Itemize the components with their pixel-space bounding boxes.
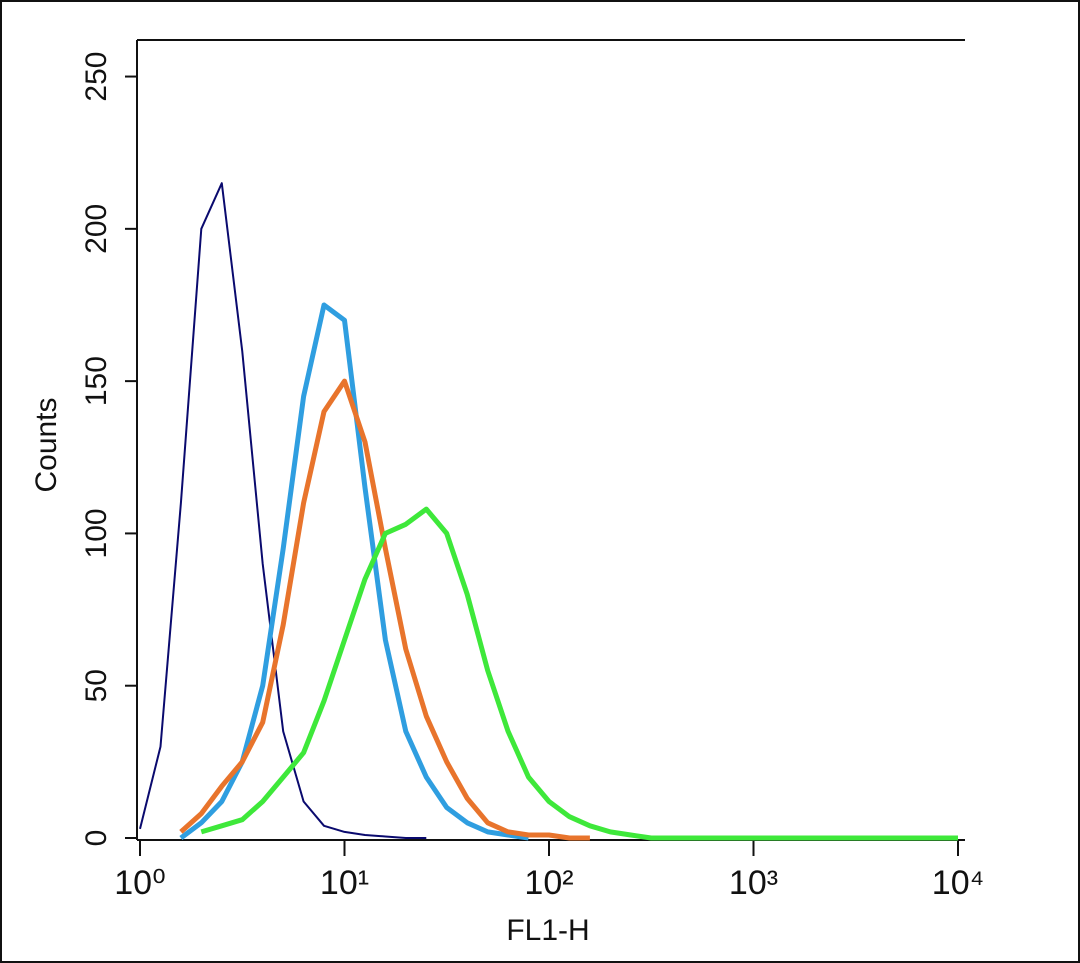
histogram-line bbox=[179, 378, 590, 841]
y-axis-label: Counts bbox=[30, 397, 63, 492]
y-tick-label: 50 bbox=[80, 669, 113, 702]
x-tick-label: 10⁴ bbox=[932, 864, 984, 902]
x-tick-label: 10⁰ bbox=[114, 864, 165, 902]
y-tick-label: 150 bbox=[80, 356, 113, 406]
y-tick-label: 100 bbox=[80, 508, 113, 558]
x-tick-label: 10³ bbox=[729, 864, 778, 902]
y-tick-label: 200 bbox=[80, 204, 113, 254]
histogram-line bbox=[139, 182, 427, 839]
y-tick-label: 250 bbox=[80, 52, 113, 102]
x-tick-label: 10² bbox=[524, 864, 573, 902]
histogram-line bbox=[200, 506, 958, 841]
y-tick-label: 0 bbox=[80, 830, 113, 847]
x-axis-label: FL1-H bbox=[506, 914, 589, 947]
x-tick-label: 10¹ bbox=[320, 864, 369, 902]
